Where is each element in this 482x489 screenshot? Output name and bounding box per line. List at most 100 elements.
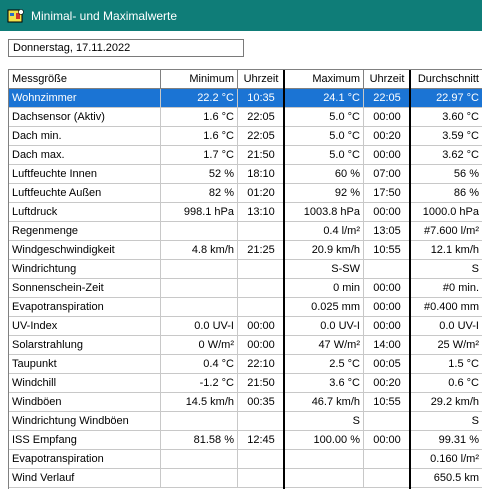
table-row[interactable]: Evapotranspiration 0.160 l/m² xyxy=(9,450,482,469)
cell-average: 3.60 °C xyxy=(411,108,482,127)
cell-max-time: 00:05 xyxy=(364,355,411,374)
cell-max-time: 10:55 xyxy=(364,393,411,412)
cell-parameter: Dach min. xyxy=(9,127,161,146)
cell-minimum xyxy=(161,412,238,431)
cell-max-time: 00:00 xyxy=(364,203,411,222)
cell-maximum xyxy=(285,469,364,488)
column-group-separator xyxy=(283,70,285,489)
cell-max-time: 22:05 xyxy=(364,89,411,108)
cell-parameter: Windrichtung Windböen xyxy=(9,412,161,431)
cell-max-time: 14:00 xyxy=(364,336,411,355)
table-row[interactable]: Wind Verlauf 650.5 km xyxy=(9,469,482,488)
column-group-separator xyxy=(409,70,411,489)
table-row[interactable]: Dach max. 1.7 °C 21:50 5.0 °C 00:00 3.62 °C xyxy=(9,146,482,165)
cell-minimum: 14.5 km/h xyxy=(161,393,238,412)
cell-maximum xyxy=(285,450,364,469)
cell-min-time: 21:25 xyxy=(238,241,285,260)
cell-min-time: 01:20 xyxy=(238,184,285,203)
cell-parameter: Wohnzimmer xyxy=(9,89,161,108)
table-row[interactable]: Luftfeuchte Außen 82 % 01:20 92 % 17:50 86 % xyxy=(9,184,482,203)
table-row[interactable]: Wohnzimmer 22.2 °C 10:35 24.1 °C 22:05 22.97 … xyxy=(9,89,482,108)
date-field[interactable]: Donnerstag, 17.11.2022 xyxy=(8,39,244,57)
cell-average: S xyxy=(411,260,482,279)
table-row[interactable]: Luftfeuchte Innen 52 % 18:10 60 % 07:00 56 % xyxy=(9,165,482,184)
column-header-parameter[interactable]: Messgröße xyxy=(9,70,161,89)
cell-maximum: 0.4 l/m² xyxy=(285,222,364,241)
column-header-max-time[interactable]: Uhrzeit xyxy=(364,70,411,89)
column-header-minimum[interactable]: Minimum xyxy=(161,70,238,89)
column-header-average[interactable]: Durchschnitt xyxy=(411,70,482,89)
cell-max-time: 13:05 xyxy=(364,222,411,241)
table-row[interactable]: ISS Empfang 81.58 % 12:45 100.00 % 00:00 99.3… xyxy=(9,431,482,450)
cell-min-time: 00:00 xyxy=(238,336,285,355)
cell-maximum: 0.025 mm xyxy=(285,298,364,317)
cell-parameter: UV-Index xyxy=(9,317,161,336)
cell-average: #0.400 mm xyxy=(411,298,482,317)
cell-maximum: 3.6 °C xyxy=(285,374,364,393)
cell-min-time: 00:00 xyxy=(238,317,285,336)
cell-minimum: 998.1 hPa xyxy=(161,203,238,222)
cell-max-time: 00:00 xyxy=(364,431,411,450)
table-row[interactable]: Dachsensor (Aktiv) 1.6 °C 22:05 5.0 °C 00:00… xyxy=(9,108,482,127)
cell-minimum xyxy=(161,260,238,279)
cell-max-time: 00:20 xyxy=(364,374,411,393)
table-row[interactable]: Windböen 14.5 km/h 00:35 46.7 km/h 10:55 29.2… xyxy=(9,393,482,412)
cell-min-time xyxy=(238,279,285,298)
min-max-table: Messgröße Minimum Uhrzeit Maximum Uhrzeit Dur… xyxy=(8,69,482,489)
cell-parameter: Sonnenschein-Zeit xyxy=(9,279,161,298)
cell-parameter: Solarstrahlung xyxy=(9,336,161,355)
cell-average: 22.97 °C xyxy=(411,89,482,108)
table-row[interactable]: Windchill -1.2 °C 21:50 3.6 °C 00:20 0.6 °C xyxy=(9,374,482,393)
cell-min-time: 10:35 xyxy=(238,89,285,108)
cell-max-time: 00:00 xyxy=(364,298,411,317)
cell-maximum: 0.0 UV-I xyxy=(285,317,364,336)
cell-minimum: 1.7 °C xyxy=(161,146,238,165)
cell-min-time: 21:50 xyxy=(238,146,285,165)
table-row[interactable]: UV-Index 0.0 UV-I 00:00 0.0 UV-I 00:00 0.0 UV… xyxy=(9,317,482,336)
table-row[interactable]: Solarstrahlung 0 W/m² 00:00 47 W/m² 14:00 25 … xyxy=(9,336,482,355)
cell-parameter: Windgeschwindigkeit xyxy=(9,241,161,260)
cell-minimum: 52 % xyxy=(161,165,238,184)
cell-parameter: Regenmenge xyxy=(9,222,161,241)
cell-maximum: S-SW xyxy=(285,260,364,279)
cell-maximum: 100.00 % xyxy=(285,431,364,450)
cell-average: 25 W/m² xyxy=(411,336,482,355)
cell-max-time: 00:20 xyxy=(364,127,411,146)
table-row[interactable]: Taupunkt 0.4 °C 22:10 2.5 °C 00:05 1.5 °C xyxy=(9,355,482,374)
cell-average: 0.0 UV-I xyxy=(411,317,482,336)
column-header-maximum[interactable]: Maximum xyxy=(285,70,364,89)
cell-maximum: 5.0 °C xyxy=(285,127,364,146)
table-row[interactable]: Evapotranspiration 0.025 mm 00:00 #0.400 mm xyxy=(9,298,482,317)
cell-parameter: Luftfeuchte Innen xyxy=(9,165,161,184)
cell-maximum: 5.0 °C xyxy=(285,108,364,127)
cell-parameter: Evapotranspiration xyxy=(9,450,161,469)
table-row[interactable]: Windrichtung S-SW S xyxy=(9,260,482,279)
column-header-min-time[interactable]: Uhrzeit xyxy=(238,70,285,89)
cell-min-time xyxy=(238,222,285,241)
cell-average: 1.5 °C xyxy=(411,355,482,374)
cell-minimum: 0.0 UV-I xyxy=(161,317,238,336)
cell-maximum: 46.7 km/h xyxy=(285,393,364,412)
table-row[interactable]: Luftdruck 998.1 hPa 13:10 1003.8 hPa 00:00 10… xyxy=(9,203,482,222)
cell-average: 0.6 °C xyxy=(411,374,482,393)
cell-min-time xyxy=(238,469,285,488)
table-row[interactable]: Dach min. 1.6 °C 22:05 5.0 °C 00:20 3.59 °C xyxy=(9,127,482,146)
cell-minimum xyxy=(161,450,238,469)
cell-minimum: 1.6 °C xyxy=(161,108,238,127)
cell-parameter: Windchill xyxy=(9,374,161,393)
cell-max-time: 10:55 xyxy=(364,241,411,260)
cell-min-time: 22:10 xyxy=(238,355,285,374)
cell-maximum: 1003.8 hPa xyxy=(285,203,364,222)
cell-average: 12.1 km/h xyxy=(411,241,482,260)
table-row[interactable]: Regenmenge 0.4 l/m² 13:05 #7.600 l/m² xyxy=(9,222,482,241)
cell-parameter: Taupunkt xyxy=(9,355,161,374)
cell-max-time: 17:50 xyxy=(364,184,411,203)
table-row[interactable]: Windrichtung Windböen S S xyxy=(9,412,482,431)
cell-minimum: 81.58 % xyxy=(161,431,238,450)
cell-min-time: 12:45 xyxy=(238,431,285,450)
table-row[interactable]: Windgeschwindigkeit 4.8 km/h 21:25 20.9 km/… xyxy=(9,241,482,260)
weather-app-icon xyxy=(7,8,25,24)
cell-maximum: 24.1 °C xyxy=(285,89,364,108)
cell-maximum: 60 % xyxy=(285,165,364,184)
table-row[interactable]: Sonnenschein-Zeit 0 min 00:00 #0 min. xyxy=(9,279,482,298)
